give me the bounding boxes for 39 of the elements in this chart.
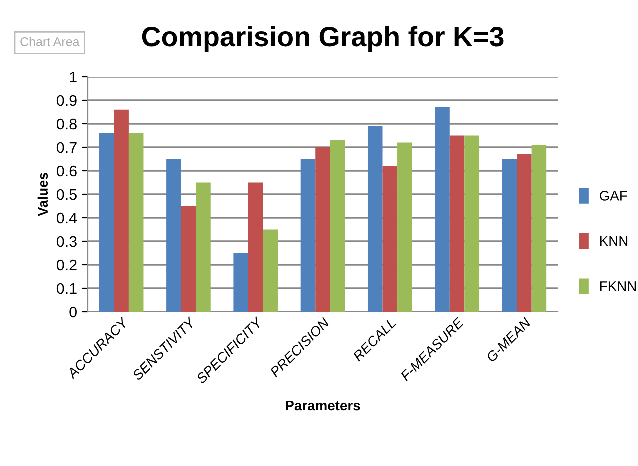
bar: [263, 230, 278, 312]
y-tick-label: 0.7: [56, 142, 77, 154]
chart-title: Comparision Graph for K=3: [142, 26, 504, 52]
bar: [99, 133, 114, 312]
bar: [181, 206, 196, 312]
bar: [248, 182, 264, 312]
bar: [316, 148, 330, 312]
y-tick-label: 0.9: [56, 95, 77, 106]
bar: [368, 126, 383, 312]
y-tick-label: 0.4: [56, 212, 78, 224]
bar: [450, 136, 465, 312]
bar: [532, 145, 547, 312]
legend-label: GAF: [600, 191, 628, 201]
text: Chart Area: [20, 37, 80, 46]
bar: [398, 142, 412, 312]
x-axis-title: Parameters: [286, 400, 360, 411]
bar: [300, 159, 316, 312]
y-tick-label: 1: [70, 72, 77, 83]
y-tick-label: 0.8: [56, 118, 77, 130]
bar: [464, 136, 480, 312]
bar: [382, 166, 398, 312]
legend-label: KNN: [600, 236, 628, 246]
legend-label: FKNN: [600, 282, 636, 292]
bar: [128, 133, 144, 312]
y-tick-label: 0.1: [56, 283, 77, 294]
bar: [196, 182, 211, 312]
bar: [502, 159, 518, 312]
bar: [435, 108, 450, 312]
bar: [234, 253, 248, 312]
y-axis-title: Values: [38, 173, 48, 216]
y-tick-label: 0.2: [56, 260, 77, 271]
y-tick-label: 0: [70, 306, 77, 318]
y-tick-label: 0.6: [56, 166, 77, 177]
y-tick-label: 0.5: [56, 189, 77, 200]
bar: [330, 140, 346, 312]
y-tick-label: 0.3: [56, 236, 77, 248]
bar: [114, 110, 129, 312]
bar: [517, 154, 532, 312]
bar: [166, 159, 182, 312]
